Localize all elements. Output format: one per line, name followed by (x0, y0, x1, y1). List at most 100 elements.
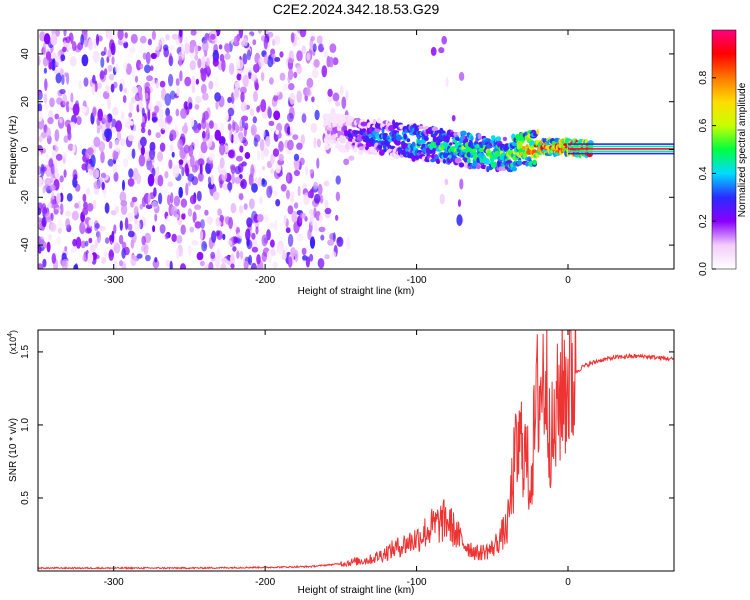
noise-cell (150, 65, 154, 71)
signal-cell (416, 125, 420, 130)
noise-cell (163, 44, 169, 51)
noise-cell (272, 261, 279, 269)
signal-cell (460, 130, 467, 136)
noise-cell (261, 64, 268, 74)
noise-cell (246, 217, 253, 228)
noise-cell (181, 205, 186, 215)
noise-cell (51, 253, 56, 264)
noise-cell (100, 51, 106, 57)
signal-cell (442, 151, 449, 159)
noise-cell (261, 234, 268, 247)
noise-cell (287, 58, 295, 64)
noise-cell (204, 34, 210, 41)
noise-cell (222, 183, 229, 191)
noise-cell (234, 237, 241, 243)
noise-cell (208, 120, 214, 129)
noise-cell (81, 163, 88, 171)
noise-cell (119, 191, 127, 203)
noise-cell (243, 260, 249, 269)
noise-cell (274, 57, 281, 62)
noise-cell (181, 212, 186, 220)
noise-cell (316, 35, 323, 44)
signal-cell (516, 160, 523, 166)
noise-cell (194, 204, 202, 210)
noise-cell (321, 65, 328, 78)
noise-cell (129, 46, 136, 54)
noise-cell (165, 107, 171, 117)
noise-cell (430, 46, 437, 56)
figure-title: C2E2.2024.342.18.53.G29 (273, 1, 440, 17)
noise-cell (140, 245, 146, 252)
noise-cell (99, 71, 104, 79)
noise-cell (348, 155, 355, 161)
noise-cell (247, 67, 254, 73)
noise-cell (307, 228, 312, 241)
noise-cell (287, 112, 294, 123)
noise-cell (324, 199, 329, 209)
noise-cell (42, 42, 47, 56)
noise-cell (336, 236, 344, 247)
noise-cell (168, 45, 175, 51)
noise-cell (138, 99, 143, 112)
noise-cell (234, 176, 242, 184)
noise-cell (208, 261, 214, 269)
noise-cell (219, 143, 226, 156)
noise-cell (153, 187, 157, 198)
noise-cell (343, 158, 350, 166)
noise-cell (211, 230, 217, 243)
signal-cell (525, 144, 529, 148)
noise-cell (113, 171, 119, 182)
noise-cell (120, 204, 128, 215)
noise-cell (69, 56, 77, 67)
noise-cell (147, 38, 152, 46)
signal-cell (389, 145, 396, 150)
signal-cell (477, 133, 482, 140)
noise-cell (101, 181, 105, 191)
noise-cell (245, 228, 251, 241)
noise-cell (242, 53, 248, 65)
noise-cell (331, 251, 337, 258)
noise-cell (45, 127, 51, 139)
noise-cell (301, 247, 307, 256)
noise-cell (279, 51, 284, 58)
noise-cell (189, 60, 196, 71)
noise-cell (144, 232, 152, 244)
noise-cell (266, 250, 272, 263)
noise-cell (169, 144, 174, 152)
noise-cell (250, 73, 257, 82)
signal-cell (335, 141, 339, 146)
signal-cell (505, 160, 513, 164)
noise-cell (260, 99, 267, 113)
noise-cell (41, 216, 47, 228)
noise-cell (61, 74, 65, 85)
noise-cell (324, 254, 330, 260)
noise-cell (216, 248, 221, 262)
noise-cell (218, 44, 223, 50)
noise-cell (318, 226, 326, 233)
noise-cell (130, 33, 138, 44)
noise-cell (103, 68, 108, 76)
noise-cell (117, 30, 124, 41)
noise-cell (305, 165, 309, 176)
noise-cell (451, 115, 456, 122)
noise-cell (269, 222, 274, 229)
noise-cell (130, 120, 134, 126)
noise-cell (121, 241, 127, 249)
spectrogram-x-label: Height of straight line (km) (298, 286, 415, 297)
noise-cell (171, 151, 175, 158)
noise-cell (38, 176, 43, 188)
noise-cell (258, 30, 262, 34)
noise-cell (157, 174, 164, 187)
x-tick-label: -200 (255, 275, 275, 286)
noise-cell (289, 92, 296, 105)
noise-cell (255, 226, 259, 235)
noise-cell (234, 165, 241, 175)
noise-cell (230, 203, 237, 214)
noise-cell (210, 251, 216, 259)
signal-cell (353, 146, 358, 153)
noise-cell (296, 142, 303, 150)
noise-cell (187, 245, 192, 256)
noise-cell (61, 258, 68, 269)
noise-cell (181, 166, 185, 177)
